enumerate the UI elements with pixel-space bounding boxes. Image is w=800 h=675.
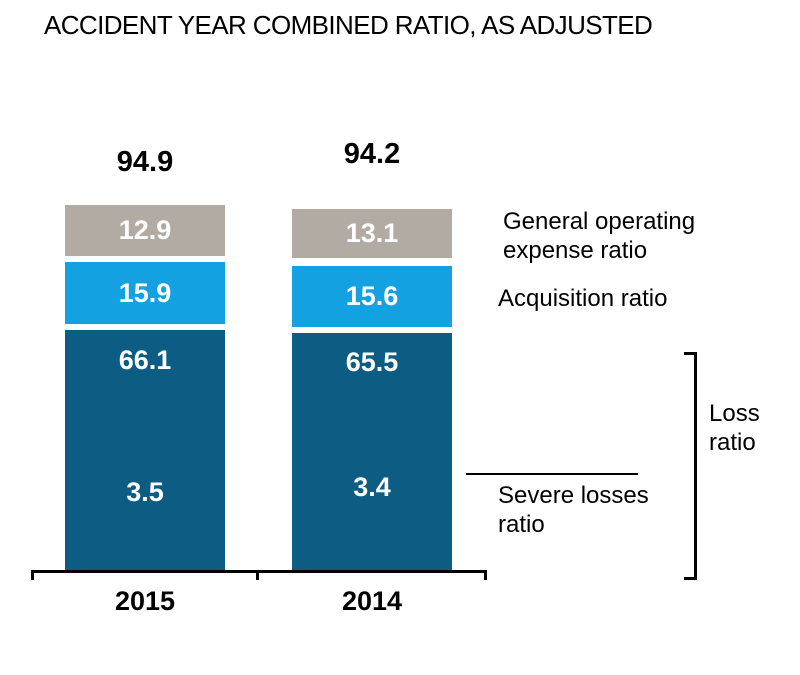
category-label-2014: 2014 — [341, 586, 403, 616]
segment-value: 13.1 — [345, 218, 399, 248]
segment-2014-loss: 65.5 3.4 — [292, 333, 452, 571]
segment-2014-acquisition: 15.6 — [292, 266, 452, 327]
segment-value-severe-losses: 3.4 — [353, 472, 391, 502]
chart-title: ACCIDENT YEAR COMBINED RATIO, AS ADJUSTE… — [44, 10, 653, 40]
x-axis-line — [31, 570, 487, 573]
segment-2014-general-operating: 13.1 — [292, 209, 452, 258]
segment-value-loss: 66.1 — [118, 345, 172, 375]
segment-value: 12.9 — [118, 215, 172, 245]
legend-loss-ratio: Loss ratio — [709, 400, 760, 456]
legend-general-operating-expense-ratio: General operating expense ratio — [503, 208, 696, 264]
segment-value-severe-losses: 3.5 — [126, 477, 164, 507]
category-label-2015: 2015 — [114, 586, 176, 616]
segment-value: 15.9 — [118, 277, 172, 308]
severe-losses-pointer-line — [466, 473, 638, 475]
legend-acquisition-ratio: Acquisition ratio — [498, 285, 668, 312]
x-axis-tick-right — [484, 570, 487, 580]
segment-value-loss: 65.5 — [345, 347, 399, 377]
total-label-2014: 94.2 — [343, 138, 401, 170]
segment-2015-loss: 66.1 3.5 — [65, 330, 225, 571]
segment-2015-acquisition: 15.9 — [65, 262, 225, 324]
x-axis-tick-left — [31, 570, 34, 580]
segment-value: 15.6 — [345, 281, 399, 311]
legend-severe-losses-ratio: Severe losses ratio — [498, 482, 649, 538]
total-label-2015: 94.9 — [116, 146, 174, 178]
loss-ratio-bracket — [684, 352, 697, 580]
x-axis-tick-middle — [256, 570, 259, 580]
segment-2015-general-operating: 12.9 — [65, 205, 225, 256]
